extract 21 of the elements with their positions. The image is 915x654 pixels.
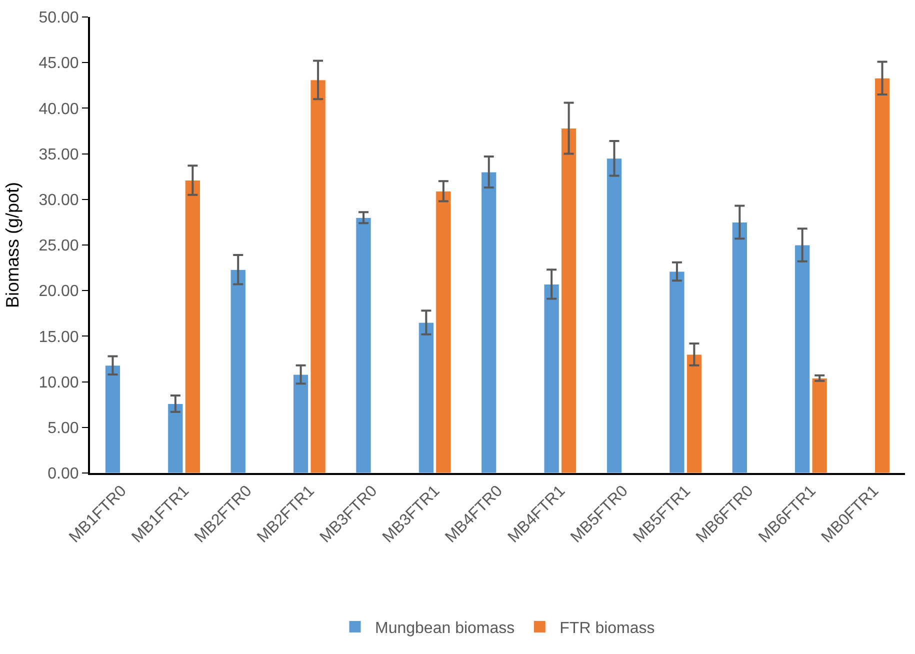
- bar: [230, 269, 246, 473]
- y-tick-label: 50.00: [38, 10, 79, 27]
- bar: [104, 365, 121, 473]
- y-tick-label: 10.00: [38, 374, 79, 392]
- y-axis-title: Biomass (g/pot): [2, 182, 22, 308]
- y-tick-label: 20.00: [38, 283, 79, 300]
- y-tick-label: 25.00: [38, 238, 79, 255]
- y-tick-label: 30.00: [38, 192, 79, 209]
- bar: [732, 222, 748, 473]
- y-tick-label: 15.00: [38, 328, 79, 346]
- y-tick-label: 5.00: [48, 420, 79, 437]
- legend-label: FTR biomass: [560, 620, 655, 637]
- y-tick-label: 0.00: [48, 466, 79, 483]
- bar: [606, 158, 622, 473]
- y-tick-label: 40.00: [38, 100, 79, 118]
- legend-label: Mungbean biomass: [375, 620, 515, 637]
- y-tick-label: 35.00: [38, 146, 79, 164]
- y-tick-label: 45.00: [38, 55, 79, 72]
- bar: [356, 217, 372, 473]
- bar: [874, 78, 890, 473]
- bar: [481, 172, 497, 473]
